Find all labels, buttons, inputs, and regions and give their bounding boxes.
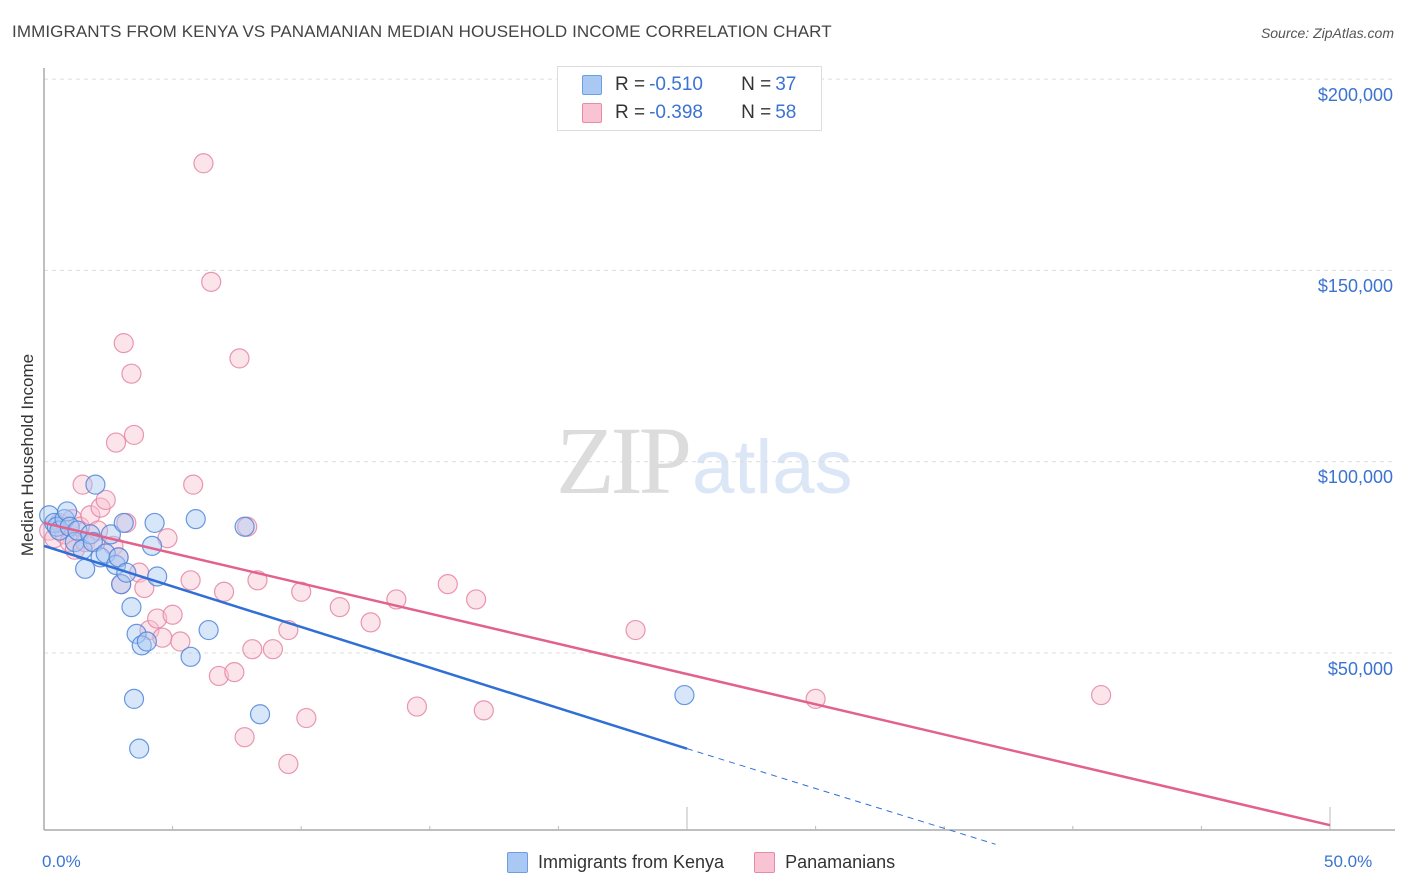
panamanians-point xyxy=(147,608,168,629)
panamanians-point xyxy=(213,581,235,602)
y-tick-150000: $150,000 xyxy=(1317,276,1393,296)
legend-r-label: R = xyxy=(615,102,646,123)
panamanians-point xyxy=(329,596,350,618)
kenya-point xyxy=(234,516,255,537)
kenya-point xyxy=(113,512,134,534)
panamanians-point xyxy=(229,348,250,369)
kenya-point xyxy=(180,646,201,667)
panamanians-point xyxy=(170,631,191,652)
panamanians-trend-line xyxy=(43,521,1331,827)
panamanians-point xyxy=(465,589,487,610)
y-tick-50000: $50,000 xyxy=(1327,659,1393,679)
legend-label: Immigrants from Kenya xyxy=(538,852,725,872)
series-legend: Immigrants from Kenya Panamanians xyxy=(507,852,925,873)
panamanians-swatch xyxy=(754,852,776,873)
panamanians-point xyxy=(360,612,381,633)
panamanians-point xyxy=(201,271,222,292)
legend-row-panamanians: R = -0.398 N = 58 xyxy=(582,101,796,125)
kenya-point xyxy=(144,512,165,534)
kenya-point xyxy=(85,474,106,495)
panamanians-point xyxy=(121,363,142,384)
kenya-point xyxy=(136,631,157,652)
legend-n-label: N = xyxy=(741,102,772,123)
panamanians-point xyxy=(437,574,458,595)
kenya-point xyxy=(185,508,206,530)
panamanians-point xyxy=(162,604,183,625)
kenya-point xyxy=(249,704,271,725)
kenya-point xyxy=(95,543,116,564)
legend-r-label: R = xyxy=(615,74,646,95)
legend-row-kenya: R = -0.510 N = 37 xyxy=(582,73,796,97)
panamanians-point xyxy=(193,153,214,174)
panamanians-points xyxy=(39,153,1112,775)
chart-title: IMMIGRANTS FROM KENYA VS PANAMANIAN MEDI… xyxy=(12,22,832,41)
panamanians-point xyxy=(105,432,127,453)
panamanians-point xyxy=(625,619,646,641)
panamanians-point xyxy=(234,727,255,748)
panamanians-point xyxy=(224,662,245,683)
panamanians-point xyxy=(242,639,263,660)
legend-r-value: -0.510 xyxy=(649,74,703,95)
panamanians-point xyxy=(95,489,116,511)
legend-item-kenya[interactable]: Immigrants from Kenya xyxy=(507,852,724,873)
panamanians-swatch xyxy=(582,103,602,123)
panamanians-point xyxy=(296,707,317,729)
panamanians-point xyxy=(1090,684,1112,706)
kenya-trend-extension xyxy=(686,748,996,845)
zipatlas-watermark: ZIPatlas xyxy=(556,405,853,516)
kenya-point xyxy=(123,688,145,710)
y-axis-label: Median Household Income xyxy=(18,353,37,557)
kenya-point xyxy=(121,596,142,618)
kenya-swatch xyxy=(507,852,528,873)
axes xyxy=(43,68,1395,831)
correlation-legend: R = -0.510 N = 37 R = -0.398 N = 58 xyxy=(557,66,822,131)
kenya-point xyxy=(129,738,150,759)
legend-label: Panamanians xyxy=(785,852,896,872)
panamanians-point xyxy=(183,474,204,495)
kenya-trend-line xyxy=(43,544,688,750)
panamanians-point xyxy=(123,424,145,446)
x-tick-min: 0.0% xyxy=(42,852,81,871)
panamanians-point xyxy=(113,332,134,354)
panamanians-point xyxy=(473,700,494,721)
kenya-point xyxy=(111,574,132,595)
x-tick-max: 50.0% xyxy=(1324,852,1373,871)
source-credit: Source: ZipAtlas.com xyxy=(1260,25,1394,41)
panamanians-point xyxy=(208,665,229,687)
panamanians-point xyxy=(247,570,268,591)
watermark-atlas: atlas xyxy=(692,425,853,510)
kenya-point xyxy=(126,623,147,644)
y-tick-100000: $100,000 xyxy=(1317,467,1393,487)
y-tick-200000: $200,000 xyxy=(1317,85,1393,105)
kenya-swatch xyxy=(582,75,602,95)
legend-n-value: 58 xyxy=(775,102,797,123)
trend-lines xyxy=(43,521,1331,845)
panamanians-point xyxy=(406,696,428,717)
kenya-point xyxy=(198,619,219,641)
legend-r-value: -0.398 xyxy=(649,102,703,123)
legend-n-label: N = xyxy=(741,74,772,95)
gridlines xyxy=(44,78,1395,654)
kenya-point xyxy=(57,501,78,522)
panamanians-point xyxy=(278,753,299,775)
panamanians-point xyxy=(262,639,284,660)
kenya-point xyxy=(674,684,695,706)
panamanians-point xyxy=(180,570,201,591)
watermark-zip: ZIP xyxy=(556,407,692,514)
legend-n-value: 37 xyxy=(775,74,797,95)
legend-item-panamanians[interactable]: Panamanians xyxy=(754,852,895,873)
